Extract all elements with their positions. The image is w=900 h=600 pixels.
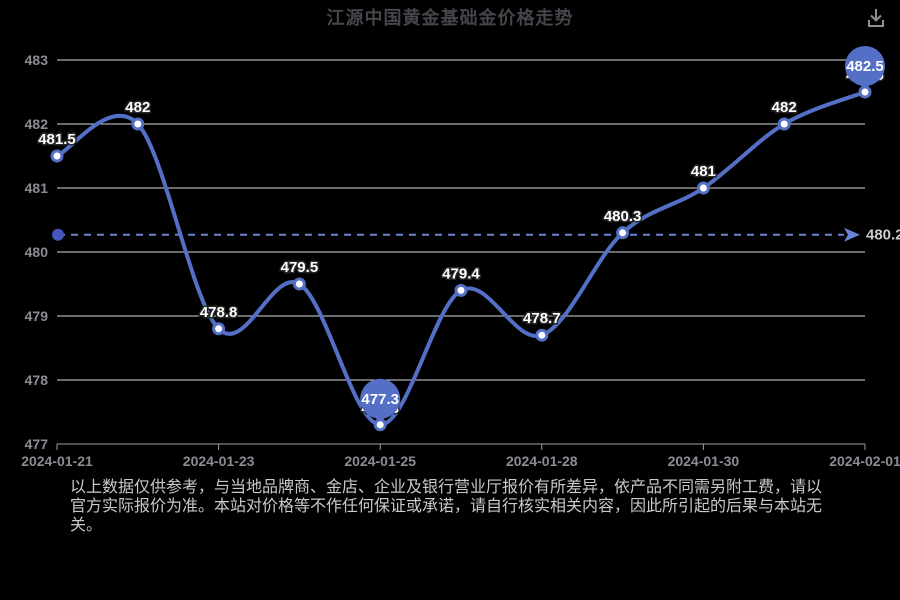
x-axis-label: 2024-01-28 <box>506 453 578 469</box>
point-label: 478.7 <box>523 310 561 327</box>
price-line <box>56 90 866 427</box>
mark-pin <box>845 46 885 86</box>
page-title: 江源中国黄金基础金价格走势 <box>326 8 574 28</box>
y-axis-label: 477 <box>25 436 49 452</box>
point-label: 481.5 <box>38 131 76 148</box>
data-point-marker <box>50 149 64 163</box>
data-point-marker <box>212 322 226 336</box>
average-line-start-dot <box>52 228 64 241</box>
data-point-marker <box>454 283 468 297</box>
point-label: 481 <box>691 163 716 180</box>
point-label: 480.3 <box>604 208 642 225</box>
average-line-arrow <box>844 227 860 242</box>
mark-pin-label: 482.5 <box>846 58 884 75</box>
y-axis-label: 483 <box>25 52 49 68</box>
x-axis-label: 2024-01-23 <box>183 453 255 469</box>
data-point-marker <box>616 226 630 240</box>
x-axis-label: 2024-01-30 <box>668 453 740 469</box>
point-label: 482 <box>772 99 797 116</box>
y-axis-label: 481 <box>25 180 49 196</box>
mark-pin-label: 477.3 <box>361 391 399 408</box>
download-icon <box>864 9 888 33</box>
point-label: 479.4 <box>442 265 480 282</box>
price-line-chart[interactable]: 477 478 479 480 481 482 483 2024-01-21 2024-01-2… <box>0 0 900 475</box>
point-label: 482 <box>125 99 150 116</box>
x-axis-label: 2024-01-25 <box>344 453 416 469</box>
average-line-label: 480.27 <box>866 227 900 244</box>
download-button[interactable] <box>862 4 890 32</box>
disclaimer-text: 以上数据仅供参考，与当地品牌商、金店、企业及银行营业厅报价有所差异，依产品不同需… <box>70 479 823 535</box>
y-axis-label: 482 <box>25 116 49 132</box>
point-label: 479.5 <box>281 259 319 276</box>
data-point-marker <box>292 277 306 291</box>
point-label: 478.8 <box>200 304 238 321</box>
data-point-marker <box>131 117 145 131</box>
y-axis-label: 478 <box>25 372 49 388</box>
data-point-marker <box>696 181 710 195</box>
data-point-marker <box>858 85 872 99</box>
mark-pin <box>360 378 401 419</box>
data-point-marker <box>373 418 387 432</box>
y-axis-label: 480 <box>25 244 49 260</box>
y-axis-label: 479 <box>25 308 49 324</box>
x-axis-label: 2024-02-01 <box>829 453 900 469</box>
data-point-marker <box>535 328 549 342</box>
data-point-marker <box>777 117 791 131</box>
x-axis-label: 2024-01-21 <box>21 453 93 469</box>
